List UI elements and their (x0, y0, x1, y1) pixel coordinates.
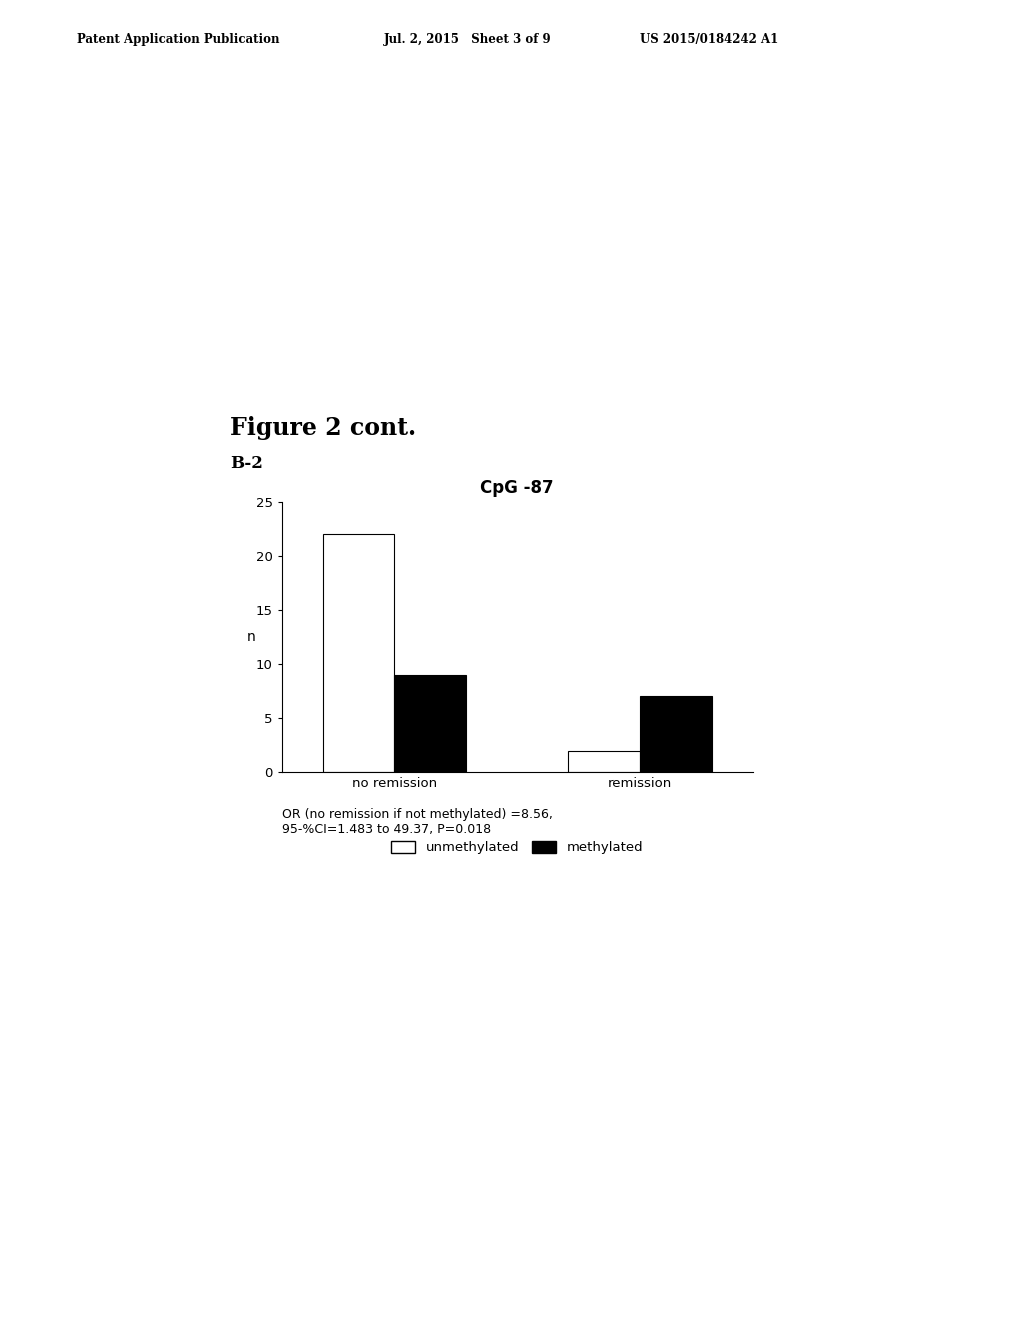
Bar (568, 751, 640, 772)
Text: US 2015/0184242 A1: US 2015/0184242 A1 (640, 33, 778, 46)
Text: B-2: B-2 (230, 455, 263, 473)
Legend: unmethylated, methylated: unmethylated, methylated (388, 838, 646, 857)
Y-axis label: n: n (247, 630, 256, 644)
Title: CpG -87: CpG -87 (480, 479, 554, 498)
Text: Figure 2 cont.: Figure 2 cont. (230, 416, 417, 440)
Text: Patent Application Publication: Patent Application Publication (77, 33, 280, 46)
Bar (640, 697, 712, 772)
Bar (394, 675, 466, 772)
Text: Jul. 2, 2015   Sheet 3 of 9: Jul. 2, 2015 Sheet 3 of 9 (384, 33, 552, 46)
Bar (323, 535, 394, 772)
Text: OR (no remission if not methylated) =8.56,
95-%CI=1.483 to 49.37, P=0.018: OR (no remission if not methylated) =8.5… (282, 808, 553, 836)
